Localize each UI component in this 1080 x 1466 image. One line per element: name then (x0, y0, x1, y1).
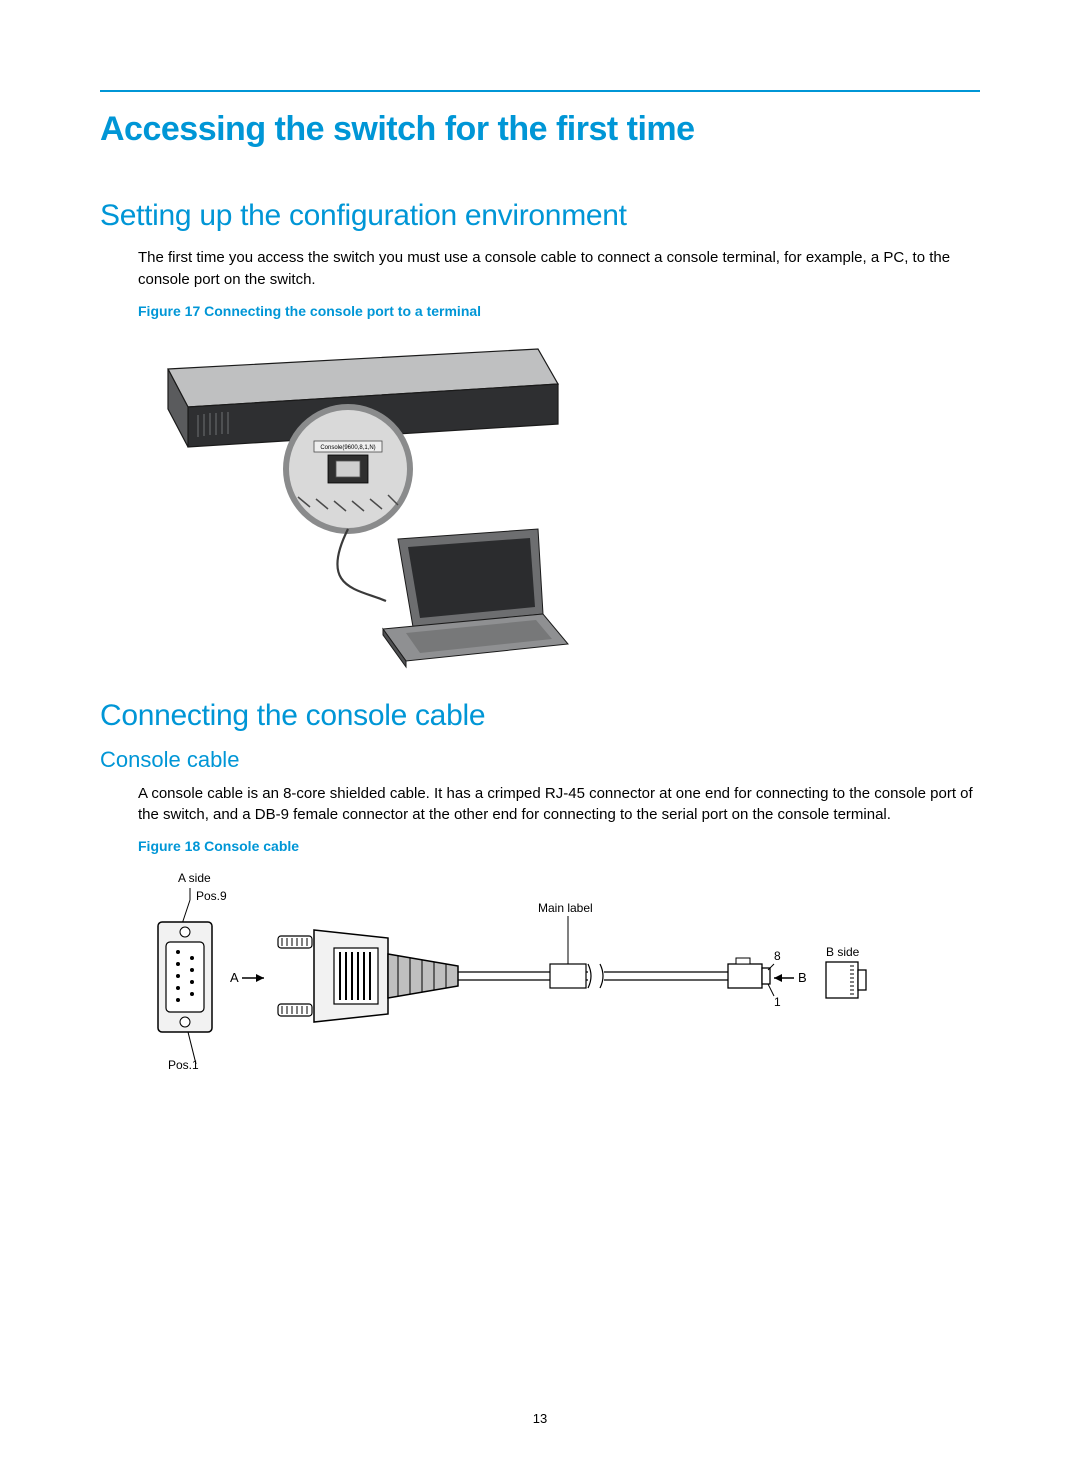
db9-backshell-icon (278, 930, 458, 1022)
top-horizontal-rule (100, 90, 980, 92)
console-port-label: Console(9600,8,1,N) (320, 445, 375, 451)
label-pin8: 8 (774, 949, 781, 963)
figure18-diagram: A side Pos.9 Pos.1 A (138, 864, 980, 1084)
label-b: B (798, 970, 807, 985)
rj45-plug-inline-icon (728, 958, 770, 988)
laptop-icon (383, 529, 568, 667)
label-pin1: 1 (774, 995, 781, 1009)
section-heading-setup: Setting up the configuration environment (100, 199, 980, 233)
figure17-diagram: Console(9600,8,1,N) (138, 329, 980, 669)
figure17-caption: Figure 17 Connecting the console port to… (138, 303, 980, 319)
section-heading-connecting: Connecting the console cable (100, 699, 980, 733)
page-title: Accessing the switch for the first time (100, 110, 980, 149)
label-b-side: B side (826, 945, 860, 959)
label-main-label: Main label (538, 901, 593, 915)
figure18-caption: Figure 18 Console cable (138, 838, 980, 854)
cable-icon (458, 964, 728, 988)
rj45-front-icon (826, 962, 866, 998)
magnifier-callout-icon: Console(9600,8,1,N) (286, 407, 410, 531)
subheading-console-cable: Console cable (100, 747, 980, 773)
label-pos1: Pos.1 (168, 1058, 199, 1072)
label-pos9: Pos.9 (196, 889, 227, 903)
paragraph-console-cable: A console cable is an 8-core shielded ca… (138, 783, 980, 827)
page-number: 13 (0, 1411, 1080, 1426)
label-a-side: A side (178, 871, 211, 885)
paragraph-setup: The first time you access the switch you… (138, 247, 980, 291)
console-cable-icon (337, 529, 386, 601)
db9-connector-icon (158, 922, 212, 1032)
label-a: A (230, 970, 239, 985)
